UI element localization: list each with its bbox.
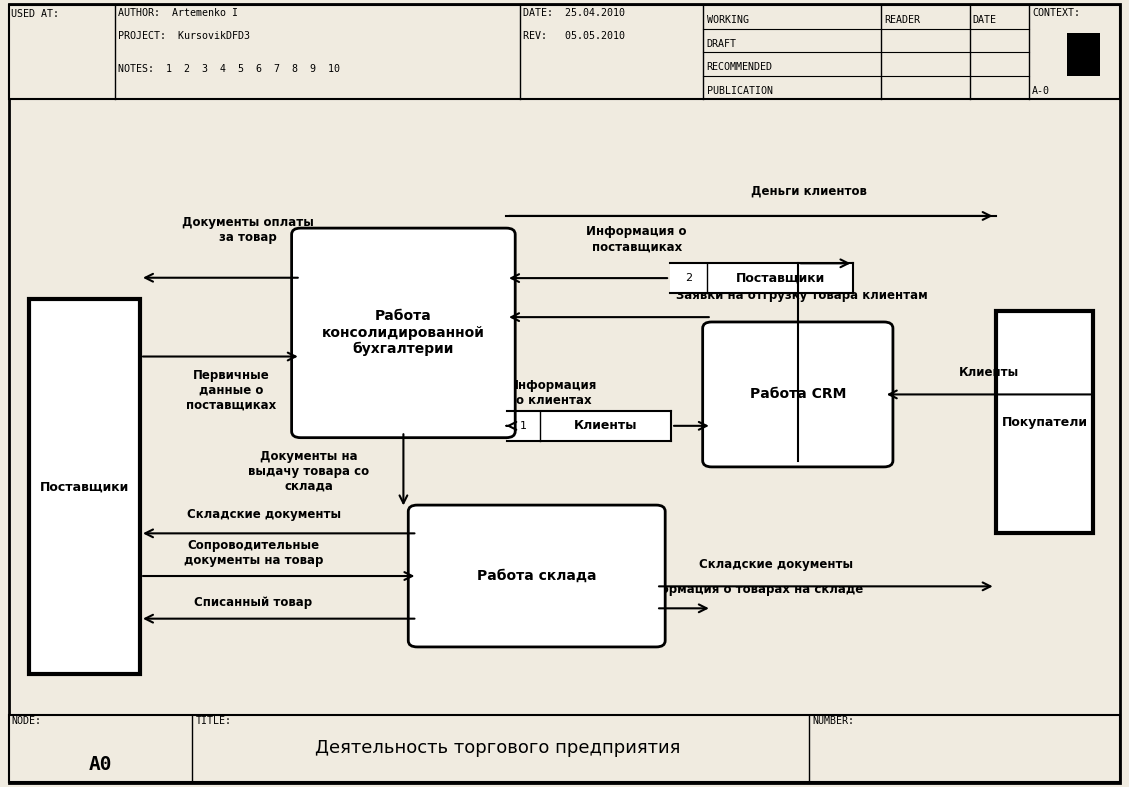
Text: PUBLICATION: PUBLICATION — [707, 86, 772, 96]
Bar — [669, 264, 854, 293]
Text: Документы оплаты
за товар: Документы оплаты за товар — [182, 216, 314, 244]
Bar — [29, 299, 140, 674]
Text: TITLE:: TITLE: — [195, 716, 231, 726]
FancyBboxPatch shape — [409, 505, 665, 647]
Text: RECOMMENDED: RECOMMENDED — [707, 62, 772, 72]
Text: Информация
о клиентах: Информация о клиентах — [509, 379, 597, 408]
Text: A0: A0 — [88, 755, 112, 774]
Text: DRAFT: DRAFT — [707, 39, 737, 49]
Text: NODE:: NODE: — [11, 716, 42, 726]
Text: Сопроводительные
документы на товар: Сопроводительные документы на товар — [184, 539, 323, 567]
FancyBboxPatch shape — [702, 322, 893, 467]
Text: Деятельность торгового предприятия: Деятельность торгового предприятия — [315, 739, 681, 757]
Text: PROJECT:  KursovikDFD3: PROJECT: KursovikDFD3 — [117, 31, 250, 41]
Text: REV:   05.05.2010: REV: 05.05.2010 — [524, 31, 625, 41]
Text: Поставщики: Поставщики — [735, 272, 824, 285]
Text: Складские документы: Складские документы — [699, 558, 852, 571]
Text: Работа
консолидированной
бухгалтерии: Работа консолидированной бухгалтерии — [322, 309, 484, 357]
Text: Списанный товар: Списанный товар — [194, 597, 313, 609]
Text: DATE: DATE — [972, 15, 996, 25]
Bar — [9, 6, 1120, 99]
Text: Деньги клиентов: Деньги клиентов — [751, 184, 867, 198]
Text: Покупатели: Покупатели — [1001, 416, 1087, 429]
FancyBboxPatch shape — [291, 228, 515, 438]
Text: USED AT:: USED AT: — [11, 9, 59, 20]
Text: 1: 1 — [519, 421, 526, 430]
Text: Поставщики: Поставщики — [40, 480, 129, 493]
Text: Заявки на отгрузку товара клиентам: Заявки на отгрузку товара клиентам — [675, 289, 927, 301]
Text: WORKING: WORKING — [707, 15, 749, 25]
Text: 2: 2 — [685, 273, 692, 283]
Text: Клиенты: Клиенты — [574, 419, 637, 432]
Bar — [996, 312, 1093, 533]
Text: DATE:  25.04.2010: DATE: 25.04.2010 — [524, 8, 625, 18]
Text: Работа CRM: Работа CRM — [750, 387, 846, 401]
Text: NUMBER:: NUMBER: — [812, 716, 855, 726]
Bar — [9, 715, 1120, 781]
Text: Документы на
выдачу товара со
склада: Документы на выдачу товара со склада — [248, 450, 369, 493]
Text: Клиенты: Клиенты — [959, 366, 1019, 379]
Text: Первичные
данные о
поставщиках: Первичные данные о поставщиках — [186, 369, 277, 412]
Text: Работа склада: Работа склада — [476, 569, 596, 583]
Bar — [507, 411, 671, 441]
Text: A-0: A-0 — [1032, 86, 1050, 96]
Text: CONTEXT:: CONTEXT: — [1032, 8, 1080, 18]
Text: Информация о
поставщиках: Информация о поставщиках — [586, 226, 686, 253]
Text: READER: READER — [884, 15, 920, 25]
Bar — [1067, 33, 1100, 76]
Text: AUTHOR:  Artemenko I: AUTHOR: Artemenko I — [117, 8, 238, 18]
Text: Складские документы: Складские документы — [187, 508, 342, 521]
Text: Информация о товарах на складе: Информация о товарах на складе — [631, 583, 864, 596]
Text: NOTES:  1  2  3  4  5  6  7  8  9  10: NOTES: 1 2 3 4 5 6 7 8 9 10 — [117, 64, 340, 74]
